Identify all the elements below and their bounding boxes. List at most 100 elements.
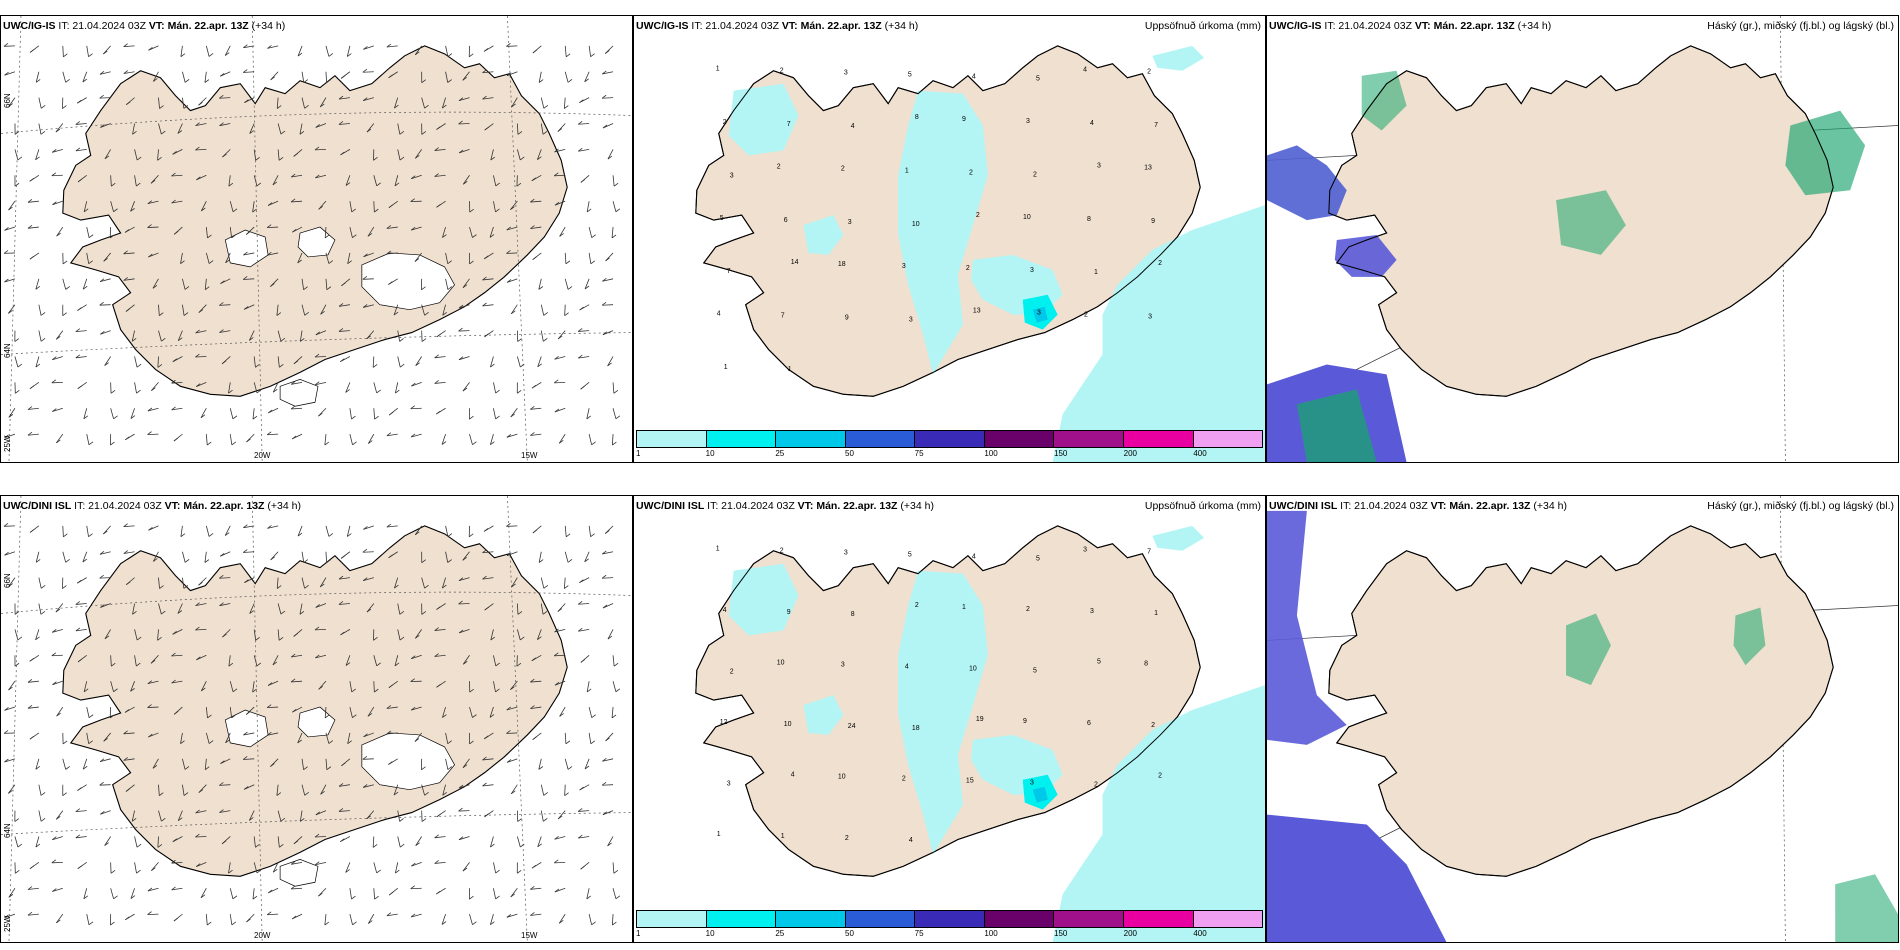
lat-label-66n: 66N [3,573,12,588]
precip-value: 4 [909,837,913,844]
wind-map [1,16,632,462]
precip-value: 5 [720,215,724,222]
valid-time: VT: Mán. 22.apr. 13Z [148,20,249,32]
cloud-panel-top[interactable]: UWC/IG-IS IT: 21.04.2024 03Z VT: Mán. 22… [1266,15,1899,463]
precip-value: 2 [976,212,980,219]
precip-colorbar-ticks: 1 10 25 50 75 100 150 200 400 [636,449,1263,461]
colorbar-bin [637,911,707,927]
colorbar-bin [915,431,985,447]
precip-value: 2 [1151,722,1155,729]
precip-value: 1 [905,167,909,174]
panel-title: UWC/IG-IS IT: 21.04.2024 03Z VT: Mán. 22… [636,20,918,32]
wind-panel-top[interactable]: UWC/IG-IS IT: 21.04.2024 03Z VT: Mán. 22… [0,15,633,463]
precip-value: 7 [727,268,731,275]
precip-value: 3 [1090,608,1094,615]
panel-title: UWC/DINI ISL IT: 21.04.2024 03Z VT: Mán.… [3,500,301,512]
cloud-map [1267,16,1898,462]
precip-value: 8 [915,114,919,121]
precip-value: 9 [962,116,966,123]
cloud-title: Háský (gr.), miðský (fj.bl.) og lágský (… [1707,20,1894,32]
precip-value: 2 [915,602,919,609]
colorbar-tick-label: 75 [914,449,924,458]
precip-value: 4 [905,664,909,671]
precip-value: 2 [1026,606,1030,613]
precip-field [728,45,1265,462]
precip-value: 1 [1094,269,1098,276]
colorbar-bin [1054,911,1124,927]
init-time: IT: 21.04.2024 03Z [74,500,162,512]
precip-panel-bottom[interactable]: UWC/DINI ISL IT: 21.04.2024 03Z VT: Mán.… [633,495,1266,943]
colorbar-tick-label: 100 [984,929,998,938]
colorbar-tick-label: 25 [775,449,785,458]
colorbar-tick-label: 50 [845,449,854,458]
colorbar-bin [845,911,916,927]
colorbar-bin [706,911,777,927]
wind-panel-bottom[interactable]: UWC/DINI ISL IT: 21.04.2024 03Z VT: Mán.… [0,495,633,943]
colorbar-tick-label: 100 [984,449,998,458]
precip-value: 3 [1030,779,1034,786]
colorbar-bin [1123,911,1194,927]
lon-label-20w: 20W [254,931,271,940]
precip-colorbar [636,430,1263,448]
precip-value: 1 [1154,610,1158,617]
valid-time: VT: Mán. 22.apr. 13Z [797,500,898,512]
precip-value: 10 [784,721,792,728]
precip-value: 5 [1097,659,1101,666]
precip-value: 2 [723,119,727,126]
colorbar-tick-label: 400 [1193,449,1207,458]
panel-title: UWC/IG-IS IT: 21.04.2024 03Z VT: Mán. 22… [1269,20,1551,32]
precip-value: 5 [1033,668,1037,675]
precip-value: 4 [972,554,976,561]
precip-value: 3 [730,172,734,179]
precip-value: 1 [788,366,792,373]
lon-label-25w: 25W [3,435,12,452]
cloud-map [1267,496,1898,942]
init-time: IT: 21.04.2024 03Z [691,20,779,32]
panel-title: UWC/DINI ISL IT: 21.04.2024 03Z VT: Mán.… [636,500,934,512]
precip-value: 2 [1158,260,1162,267]
precip-value: 15 [966,777,974,784]
precip-value: 10 [777,660,785,667]
glaciers [224,706,455,887]
precip-value: 2 [902,775,906,782]
lon-label-15w: 15W [521,451,538,460]
cloud-field [1267,510,1898,942]
precip-value: 4 [723,607,727,614]
init-time: IT: 21.04.2024 03Z [1340,500,1428,512]
precip-value: 1 [717,831,721,838]
lat-label-64n: 64N [3,823,12,838]
precip-title: Uppsöfnuð úrkoma (mm) [1144,500,1261,512]
colorbar-bin [1123,431,1194,447]
precip-value: 2 [841,165,845,172]
lat-label-64n: 64N [3,343,12,358]
precip-value: 2 [1147,69,1151,76]
precip-value: 3 [1030,267,1034,274]
precip-value: 2 [1094,781,1098,788]
panel-title: UWC/IG-IS IT: 21.04.2024 03Z VT: Mán. 22… [3,20,285,32]
colorbar-tick-label: 150 [1054,449,1068,458]
precip-value: 1 [716,66,720,73]
precip-value: 9 [787,609,791,616]
precip-value: 12 [720,719,728,726]
precip-value: 19 [976,716,984,723]
precip-value: 18 [912,725,920,732]
precip-value: 1 [781,833,785,840]
precip-panel-top[interactable]: UWC/IG-IS IT: 21.04.2024 03Z VT: Mán. 22… [633,15,1266,463]
precip-value: 1 [724,364,728,371]
precip-value: 3 [1148,314,1152,321]
colorbar-bin [984,911,1055,927]
precip-value: 14 [791,259,799,266]
precip-value: 5 [908,72,912,79]
precip-value: 4 [791,771,795,778]
precip-value: 3 [902,263,906,270]
iceland-landmass [1328,525,1834,877]
precip-value: 1 [962,604,966,611]
precip-value: 4 [1090,120,1094,127]
panel-title: UWC/DINI ISL IT: 21.04.2024 03Z VT: Mán.… [1269,500,1567,512]
cloud-title: Háský (gr.), miðský (fj.bl.) og lágský (… [1707,500,1894,512]
cloud-panel-bottom[interactable]: UWC/DINI ISL IT: 21.04.2024 03Z VT: Mán.… [1266,495,1899,943]
precip-value: 2 [966,265,970,272]
init-time: IT: 21.04.2024 03Z [1324,20,1412,32]
lead-time: (+34 h) [900,500,934,512]
